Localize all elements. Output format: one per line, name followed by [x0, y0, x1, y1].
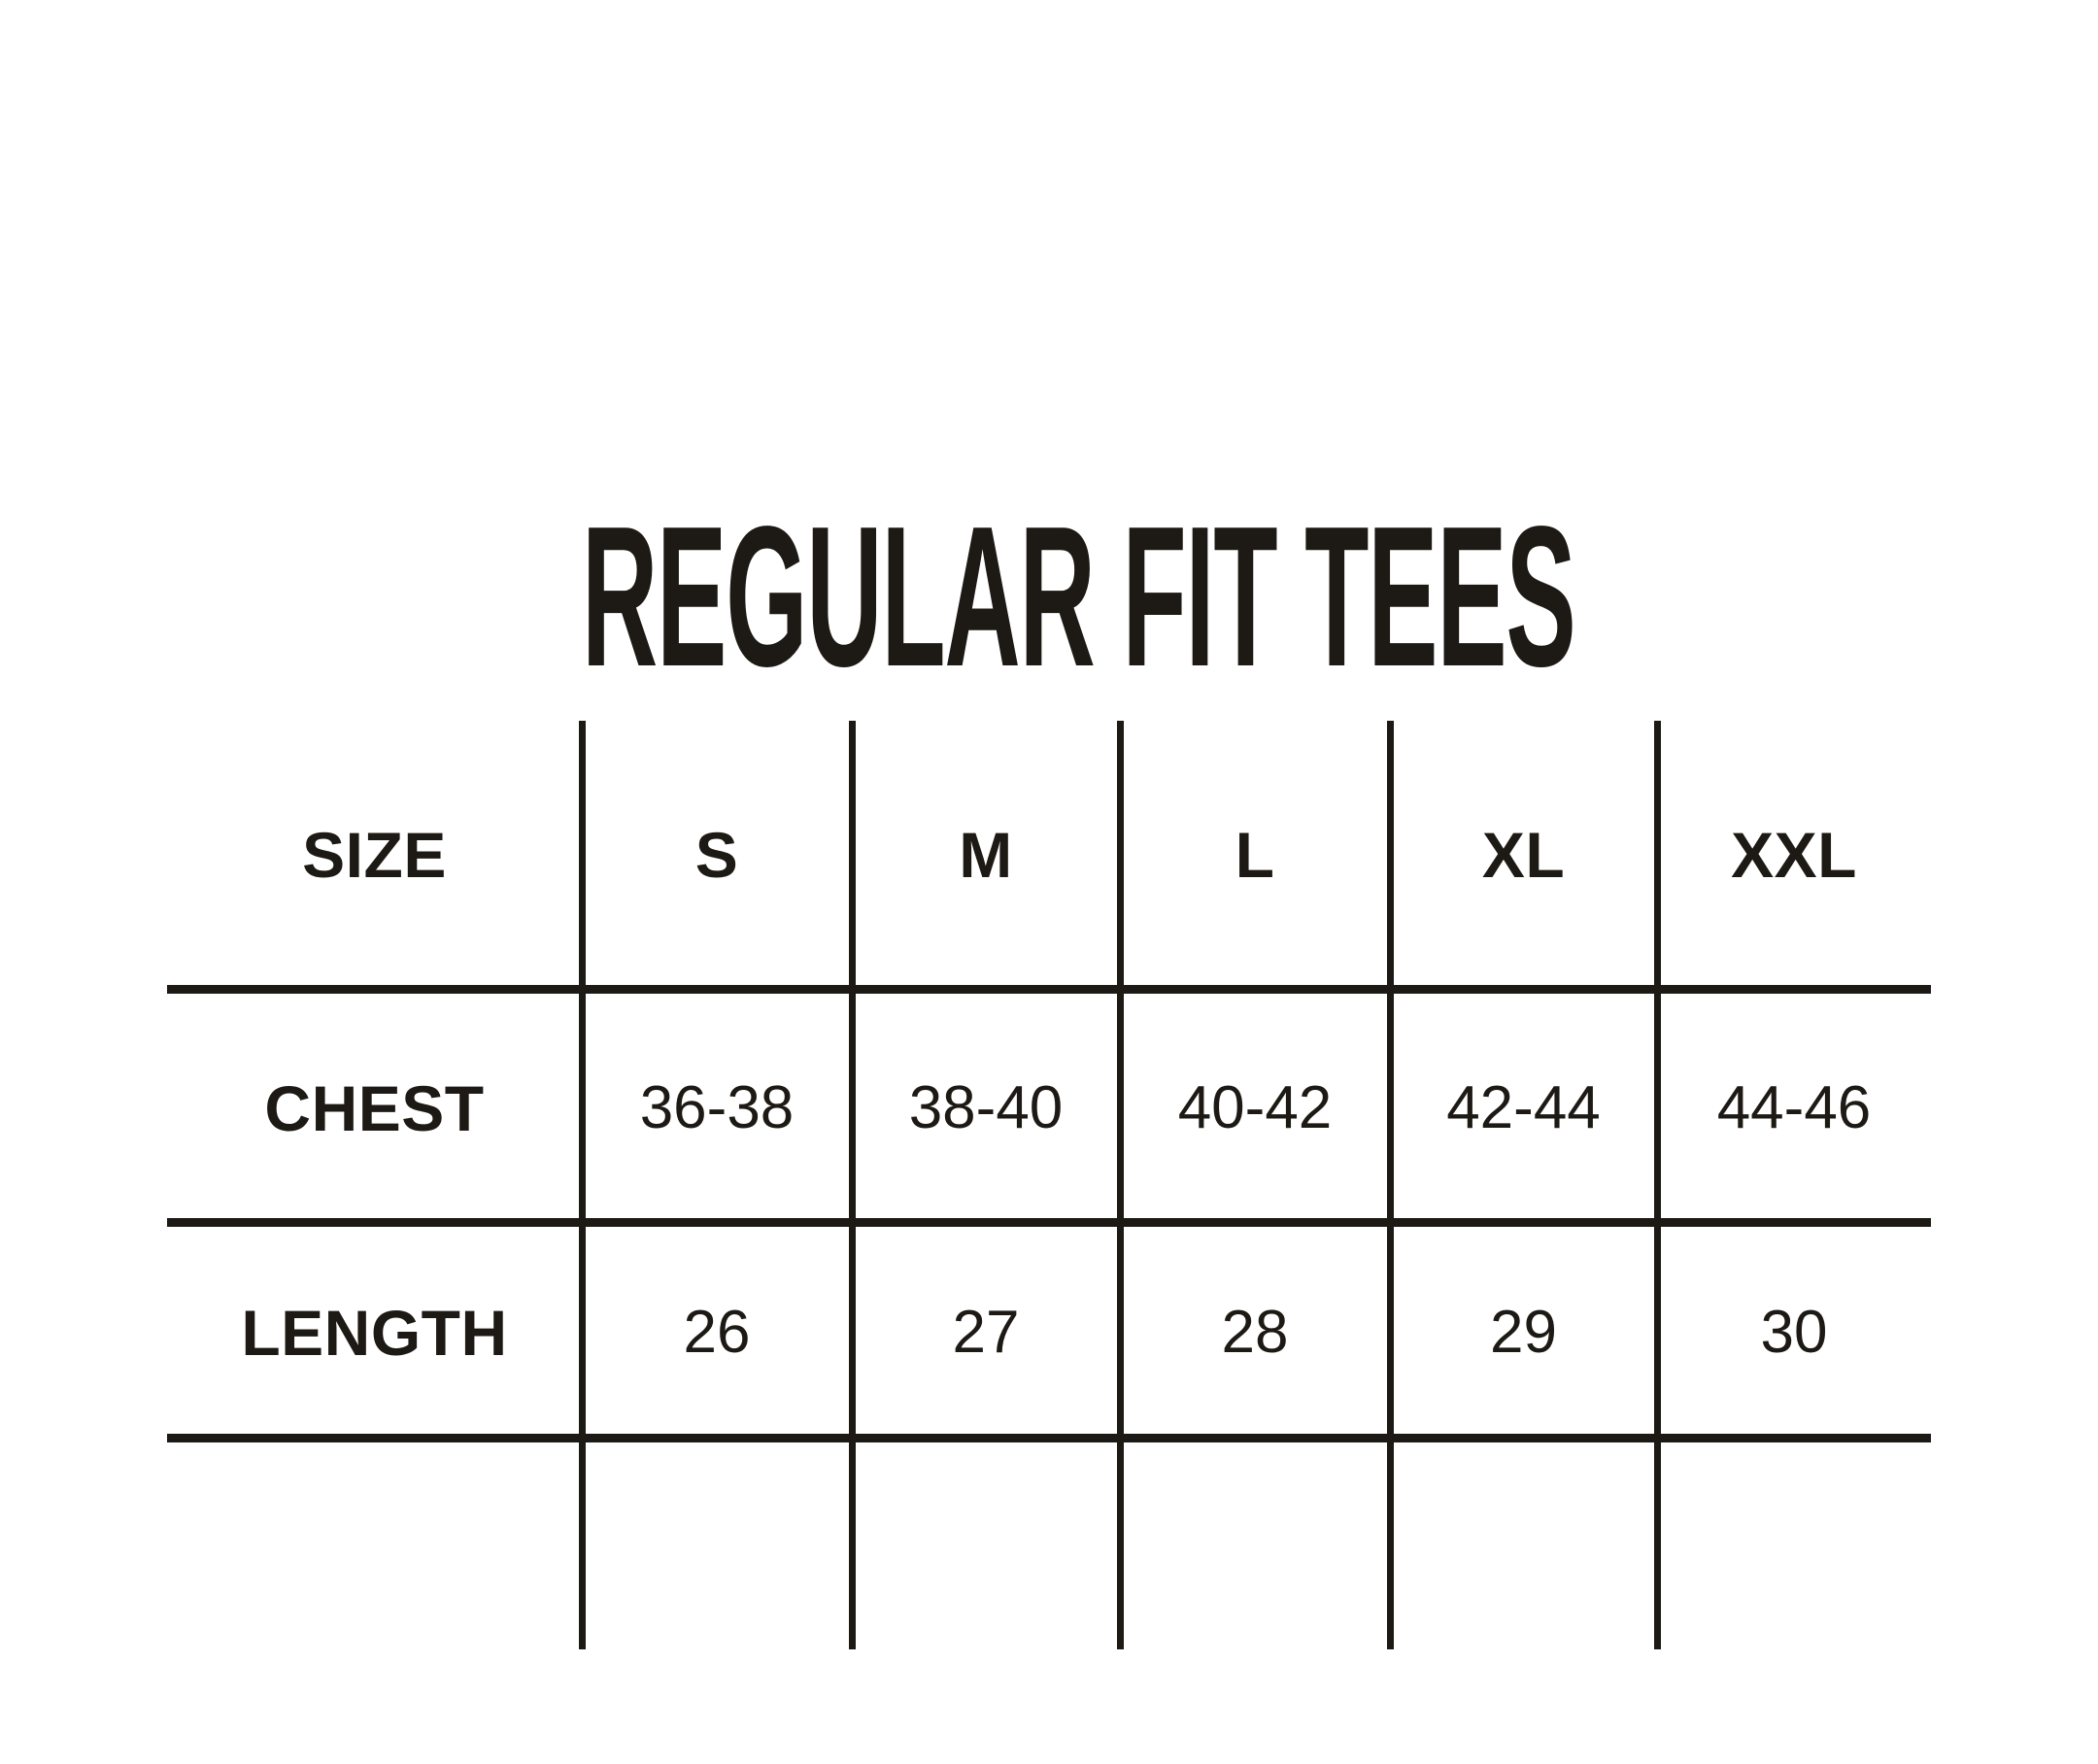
row-divider-2 [167, 1218, 1931, 1227]
chest-value-s: 36-38 [639, 1073, 795, 1141]
column-divider-5 [1654, 721, 1661, 1649]
header-size-label: SIZE [302, 818, 447, 891]
header-size-xxl: XXL [1731, 818, 1857, 891]
row-divider-1 [167, 985, 1931, 994]
column-divider-3 [1117, 721, 1124, 1649]
length-value-m: 27 [952, 1299, 1020, 1366]
chest-value-xl: 42-44 [1446, 1073, 1601, 1141]
header-size-s: S [694, 818, 739, 891]
chest-value-xxl: 44-46 [1716, 1073, 1872, 1141]
length-value-xl: 29 [1490, 1299, 1557, 1366]
page-title-text: REGULAR FIT TEES [581, 485, 1576, 708]
page-title: REGULAR FIT TEES [58, 496, 2098, 696]
header-size-m: M [959, 818, 1013, 891]
row-label-length: LENGTH [241, 1297, 508, 1369]
column-divider-1 [579, 721, 586, 1649]
length-value-l: 28 [1221, 1299, 1289, 1366]
length-value-s: 26 [683, 1299, 751, 1366]
chest-value-m: 38-40 [908, 1073, 1064, 1141]
length-value-xxl: 30 [1760, 1299, 1828, 1366]
row-label-chest: CHEST [264, 1071, 485, 1144]
row-divider-3 [167, 1434, 1931, 1442]
column-divider-2 [849, 721, 856, 1649]
column-divider-4 [1387, 721, 1394, 1649]
chest-value-l: 40-42 [1177, 1073, 1333, 1141]
header-size-l: L [1235, 818, 1275, 891]
header-size-xl: XL [1481, 818, 1566, 891]
